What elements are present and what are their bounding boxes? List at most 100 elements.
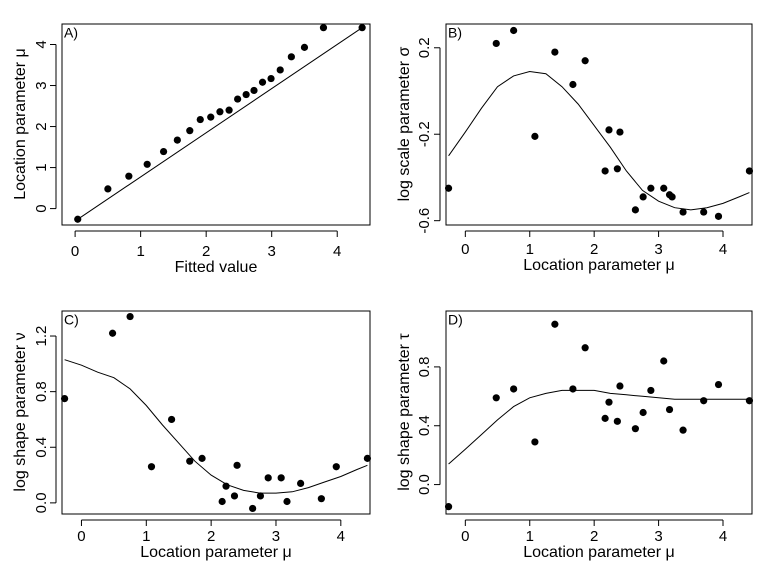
- data-point: [647, 386, 655, 395]
- y-tick-label: 0.8: [33, 381, 50, 402]
- plot-frame: [61, 23, 371, 226]
- data-point: [492, 394, 500, 402]
- y-tick-label: 0.4: [33, 437, 50, 458]
- data-point: [444, 503, 453, 511]
- data-point: [551, 48, 559, 56]
- data-point: [679, 426, 687, 434]
- plot-frame: [445, 23, 753, 226]
- x-tick-label: 3: [268, 243, 276, 260]
- data-point: [186, 127, 194, 135]
- data-point: [700, 208, 708, 216]
- data-point: [605, 126, 613, 134]
- data-point: [186, 457, 194, 465]
- data-point: [125, 172, 133, 180]
- data-point: [613, 417, 621, 425]
- data-point: [363, 454, 372, 462]
- data-point: [569, 80, 577, 89]
- data-point: [551, 320, 559, 328]
- data-point: [256, 492, 265, 500]
- x-tick-label: 4: [719, 528, 727, 545]
- data-point: [159, 147, 168, 156]
- x-tick-label: 0: [461, 528, 469, 545]
- data-point: [222, 482, 230, 490]
- data-point: [679, 208, 687, 216]
- y-axis-title: log shape parameter τ: [396, 333, 413, 491]
- y-tick-label: 2: [33, 122, 50, 130]
- x-tick-label: 3: [654, 241, 662, 258]
- data-point: [242, 90, 250, 99]
- plot-frame: [61, 310, 371, 515]
- data-point: [510, 26, 518, 35]
- data-point: [317, 495, 325, 503]
- data-point: [647, 184, 655, 192]
- y-tick-label: 0.8: [416, 356, 433, 377]
- y-tick-label: 3: [33, 81, 50, 89]
- x-tick-label: 3: [272, 528, 280, 545]
- data-point: [233, 461, 241, 469]
- data-point: [104, 185, 112, 193]
- data-point: [631, 206, 639, 214]
- fit-line: [77, 27, 363, 220]
- data-point: [714, 380, 723, 389]
- data-point: [700, 397, 708, 405]
- x-tick-label: 1: [526, 528, 534, 545]
- y-tick-label: 0.0: [33, 492, 50, 513]
- x-axis-title: Location parameter μ: [523, 257, 675, 274]
- data-point: [569, 385, 577, 393]
- fit-line: [448, 389, 750, 465]
- y-tick-label: 0.0: [416, 474, 433, 495]
- data-point: [207, 113, 215, 121]
- x-tick-label: 0: [77, 528, 85, 545]
- panel-c: C) 0 1 2 3 4 0.0 0.4 0.8 1.2 Location parameter μ l…: [12, 310, 372, 561]
- x-tick-label: 1: [142, 528, 150, 545]
- data-point: [230, 492, 239, 500]
- data-point: [276, 66, 284, 74]
- panel-label: A): [64, 24, 78, 40]
- data-point: [745, 167, 754, 175]
- data-point: [60, 394, 69, 403]
- fit-line: [64, 359, 368, 494]
- data-point: [605, 398, 613, 406]
- y-tick-label: -0.2: [416, 121, 433, 147]
- y-tick-label: -0.6: [416, 208, 433, 234]
- x-axis-title: Location parameter μ: [140, 544, 292, 561]
- x-tick-label: 2: [202, 243, 210, 260]
- data-point: [249, 504, 257, 513]
- data-point: [639, 408, 647, 417]
- x-axis-title: Fitted value: [175, 259, 258, 276]
- data-point: [714, 212, 723, 220]
- x-axis-title: Location parameter μ: [523, 544, 675, 561]
- panel-a: A) 0 1 2 3 4 0 1 2 3 4 Fitted value Location paramet…: [12, 23, 371, 276]
- x-tick-label: 1: [526, 241, 534, 258]
- data-point: [287, 53, 295, 61]
- data-point: [234, 95, 242, 103]
- data-point: [631, 425, 639, 433]
- data-point: [173, 136, 181, 144]
- x-tick-label: 2: [590, 241, 598, 258]
- data-point: [300, 43, 309, 51]
- data-point: [267, 74, 275, 83]
- y-tick-label: 1: [33, 163, 50, 171]
- data-point: [601, 414, 609, 422]
- x-tick-label: 0: [71, 243, 79, 260]
- data-point: [283, 497, 291, 506]
- data-point: [277, 474, 285, 482]
- data-point: [581, 344, 589, 352]
- data-point: [358, 24, 366, 32]
- x-tick-label: 4: [719, 241, 727, 258]
- y-tick-label: 4: [33, 40, 50, 48]
- data-point: [196, 115, 204, 124]
- data-point: [126, 312, 134, 321]
- data-point: [660, 184, 668, 192]
- panel-label: B): [448, 24, 462, 40]
- data-point: [108, 329, 117, 337]
- data-point: [444, 184, 453, 192]
- data-point: [660, 357, 668, 365]
- data-point: [668, 193, 676, 201]
- data-point: [216, 108, 224, 116]
- data-point: [147, 463, 156, 471]
- data-point: [601, 167, 609, 175]
- data-point: [218, 497, 226, 506]
- data-point: [616, 128, 624, 136]
